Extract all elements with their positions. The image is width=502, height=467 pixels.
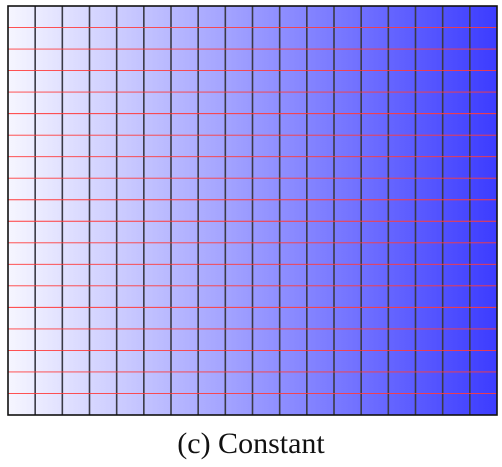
figure-panel (7, 5, 498, 416)
figure-caption: (c) Constant (177, 427, 325, 460)
row-lines (8, 27, 497, 394)
grid-frame (7, 5, 498, 416)
column-lines (34, 6, 471, 415)
grid-figure (7, 5, 498, 416)
